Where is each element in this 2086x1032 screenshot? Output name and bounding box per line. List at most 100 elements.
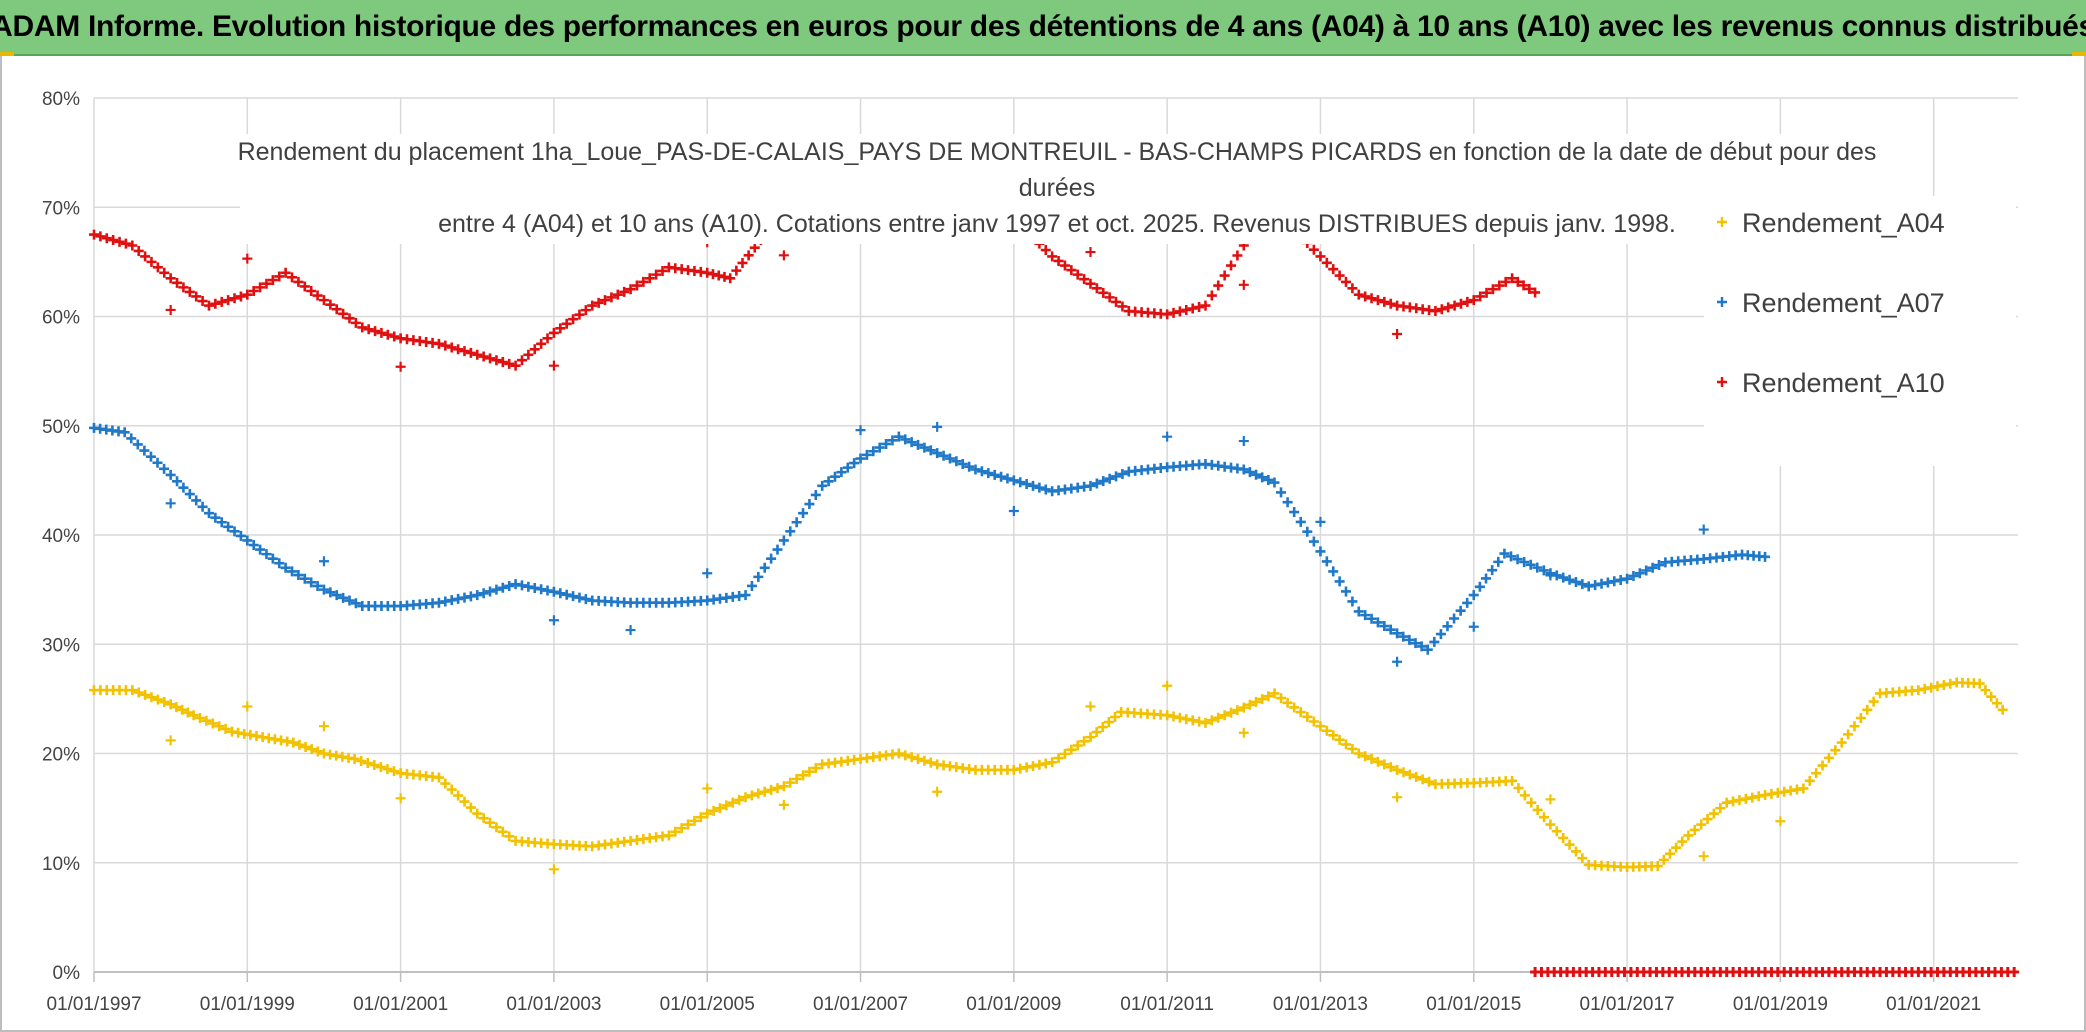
data-point — [938, 450, 949, 461]
data-point — [497, 582, 508, 593]
data-point — [235, 530, 246, 541]
data-point — [349, 753, 360, 764]
report-title: ADAM Informe. Evolution historique des p… — [0, 10, 2086, 43]
data-point — [683, 819, 694, 830]
data-point — [478, 588, 489, 599]
data-point — [804, 766, 815, 777]
data-point — [1487, 565, 1498, 576]
data-point — [478, 351, 489, 362]
outlier-point — [778, 250, 789, 261]
data-point — [791, 517, 802, 528]
data-point — [1308, 536, 1319, 547]
data-point — [171, 702, 182, 713]
data-point — [798, 508, 809, 519]
data-point — [913, 753, 924, 764]
data-point — [1823, 752, 1834, 763]
outlier-point — [1238, 727, 1249, 738]
data-point — [1539, 812, 1550, 823]
data-point — [1021, 479, 1032, 490]
data-point — [1360, 291, 1371, 302]
data-point — [1315, 546, 1326, 557]
data-point — [1097, 722, 1108, 733]
data-point — [676, 823, 687, 834]
data-point — [446, 342, 457, 353]
data-point — [855, 453, 866, 464]
data-point — [472, 349, 483, 360]
data-point — [766, 784, 777, 795]
data-point — [702, 808, 713, 819]
data-point — [1200, 300, 1211, 311]
data-point — [1481, 573, 1492, 584]
data-point — [1328, 264, 1339, 275]
data-point — [657, 265, 668, 276]
data-point — [195, 712, 206, 723]
data-point — [1526, 797, 1537, 808]
data-point — [568, 314, 579, 325]
chart-title-line: entre 4 (A04) et 10 ans (A10). Cotations… — [438, 210, 1676, 238]
data-point — [1334, 270, 1345, 281]
data-point — [725, 273, 736, 284]
data-point — [504, 580, 515, 591]
data-point — [485, 817, 496, 828]
data-point — [913, 439, 924, 450]
data-point — [893, 431, 904, 442]
x-tick-label: 01/01/2009 — [966, 994, 1061, 1015]
data-point — [288, 737, 299, 748]
data-point — [1347, 283, 1358, 294]
data-point — [542, 333, 553, 344]
data-point — [1187, 303, 1198, 314]
outlier-point — [1008, 505, 1019, 516]
data-point — [740, 590, 751, 601]
data-point — [1117, 469, 1128, 480]
data-point — [823, 476, 834, 487]
data-point — [766, 553, 777, 564]
x-tick-label: 01/01/2005 — [660, 994, 755, 1015]
data-point — [548, 586, 559, 597]
data-point — [1200, 717, 1211, 728]
data-point — [1481, 287, 1492, 298]
data-point — [350, 598, 361, 609]
data-point — [229, 526, 240, 537]
data-point — [248, 286, 259, 297]
outlier-point — [1085, 247, 1096, 258]
data-point — [1677, 836, 1688, 847]
outlier-point — [1545, 570, 1556, 581]
data-point — [1213, 712, 1224, 723]
data-point — [1525, 559, 1536, 570]
data-point — [229, 293, 240, 304]
data-point — [580, 594, 591, 605]
data-point — [197, 296, 208, 307]
data-point — [331, 590, 342, 601]
data-point — [1079, 736, 1090, 747]
outlier-point — [1468, 621, 1479, 632]
data-point — [108, 235, 119, 246]
data-point — [1251, 469, 1262, 480]
data-point — [446, 784, 457, 795]
data-point — [759, 786, 770, 797]
data-point — [344, 313, 355, 324]
data-point — [145, 451, 156, 462]
data-point — [1843, 729, 1854, 740]
data-point — [1462, 296, 1473, 307]
data-point — [1295, 516, 1306, 527]
data-point — [1366, 613, 1377, 624]
data-point — [491, 355, 502, 366]
data-point — [472, 590, 483, 601]
data-point — [1238, 702, 1249, 713]
data-point — [485, 586, 496, 597]
data-point — [140, 251, 151, 262]
data-point — [1174, 306, 1185, 317]
data-point — [1104, 292, 1115, 303]
data-point — [1028, 480, 1038, 491]
data-point — [1715, 803, 1726, 814]
x-tick-label: 01/01/2017 — [1580, 994, 1675, 1015]
data-point — [1353, 748, 1364, 759]
data-point — [1855, 712, 1866, 723]
x-tick-label: 01/01/1999 — [200, 994, 295, 1015]
data-point — [574, 309, 585, 320]
data-point — [114, 236, 125, 247]
data-point — [146, 256, 157, 267]
outlier-point — [242, 253, 253, 264]
data-point — [1302, 526, 1313, 537]
data-point — [1263, 691, 1274, 702]
